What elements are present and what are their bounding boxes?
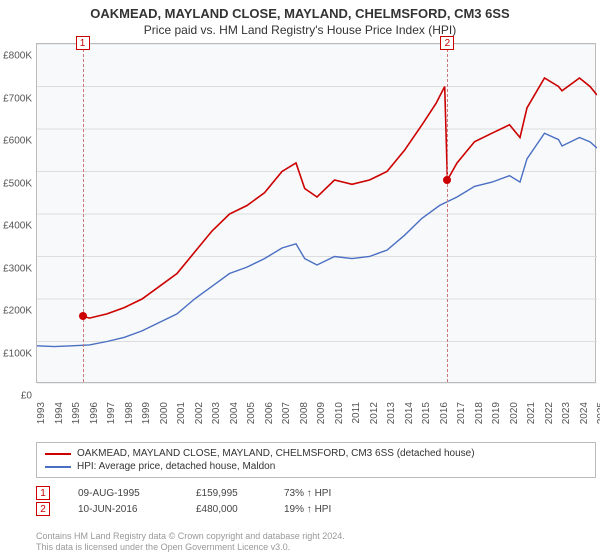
x-tick-label: 2004 <box>229 402 240 424</box>
attribution-line-2: This data is licensed under the Open Gov… <box>36 542 345 554</box>
y-axis: £0£100K£200K£300K£400K£500K£600K£700K£80… <box>0 56 34 396</box>
sales-row: 1 09-AUG-1995 £159,995 73% ↑ HPI <box>36 486 344 500</box>
y-tick-label: £700K <box>3 93 32 104</box>
x-tick-label: 2010 <box>334 402 345 424</box>
x-tick-label: 2014 <box>404 402 415 424</box>
x-tick-label: 2023 <box>561 402 572 424</box>
y-tick-label: £500K <box>3 178 32 189</box>
x-tick-label: 1996 <box>89 402 100 424</box>
x-tick-label: 2017 <box>456 402 467 424</box>
x-tick-label: 1998 <box>124 402 135 424</box>
legend-swatch-hpi <box>45 466 71 468</box>
x-tick-label: 2018 <box>474 402 485 424</box>
x-tick-label: 2002 <box>194 402 205 424</box>
sales-date: 10-JUN-2016 <box>78 504 168 515</box>
x-tick-label: 2016 <box>439 402 450 424</box>
x-tick-label: 2003 <box>211 402 222 424</box>
legend-label-hpi: HPI: Average price, detached house, Mald… <box>77 461 275 472</box>
attribution-line-1: Contains HM Land Registry data © Crown c… <box>36 531 345 543</box>
sale-dot-1 <box>79 312 87 320</box>
y-tick-label: £300K <box>3 263 32 274</box>
attribution: Contains HM Land Registry data © Crown c… <box>36 531 345 554</box>
legend: OAKMEAD, MAYLAND CLOSE, MAYLAND, CHELMSF… <box>36 442 596 478</box>
chart-subtitle: Price paid vs. HM Land Registry's House … <box>0 23 600 37</box>
x-tick-label: 1993 <box>36 402 47 424</box>
x-tick-label: 2006 <box>264 402 275 424</box>
sales-price: £159,995 <box>196 488 256 499</box>
x-tick-label: 2005 <box>246 402 257 424</box>
x-tick-label: 2020 <box>509 402 520 424</box>
x-tick-label: 2000 <box>159 402 170 424</box>
chart-title: OAKMEAD, MAYLAND CLOSE, MAYLAND, CHELMSF… <box>0 6 600 21</box>
x-tick-label: 2019 <box>491 402 502 424</box>
x-tick-label: 1995 <box>71 402 82 424</box>
legend-label-property: OAKMEAD, MAYLAND CLOSE, MAYLAND, CHELMSF… <box>77 448 475 459</box>
y-tick-label: £800K <box>3 51 32 62</box>
sales-price: £480,000 <box>196 504 256 515</box>
x-tick-label: 1994 <box>54 402 65 424</box>
sales-pct: 19% ↑ HPI <box>284 504 344 515</box>
y-tick-label: £400K <box>3 221 32 232</box>
x-tick-label: 1997 <box>106 402 117 424</box>
x-tick-label: 2024 <box>579 402 590 424</box>
x-tick-label: 2021 <box>526 402 537 424</box>
sale-marker-2: 2 <box>440 36 454 50</box>
y-tick-label: £600K <box>3 136 32 147</box>
x-tick-label: 2007 <box>281 402 292 424</box>
sales-row: 2 10-JUN-2016 £480,000 19% ↑ HPI <box>36 502 344 516</box>
sales-table: 1 09-AUG-1995 £159,995 73% ↑ HPI 2 10-JUN-201… <box>36 484 344 518</box>
x-tick-label: 2008 <box>299 402 310 424</box>
sale-dot-2 <box>443 176 451 184</box>
legend-swatch-property <box>45 453 71 455</box>
sale-marker-1: 1 <box>76 36 90 50</box>
x-tick-label: 2009 <box>316 402 327 424</box>
x-tick-label: 2015 <box>421 402 432 424</box>
sales-marker: 2 <box>36 502 50 516</box>
x-tick-label: 2022 <box>544 402 555 424</box>
vref-line <box>83 44 84 382</box>
vref-line <box>447 44 448 382</box>
chart-plot-area: 12 <box>36 43 596 383</box>
y-tick-label: £0 <box>21 391 32 402</box>
x-tick-label: 2001 <box>176 402 187 424</box>
sales-date: 09-AUG-1995 <box>78 488 168 499</box>
x-tick-label: 1999 <box>141 402 152 424</box>
x-tick-label: 2013 <box>386 402 397 424</box>
x-tick-label: 2011 <box>351 402 362 424</box>
x-tick-label: 2025 <box>596 402 600 424</box>
sales-pct: 73% ↑ HPI <box>284 488 344 499</box>
x-tick-label: 2012 <box>369 402 380 424</box>
y-tick-label: £100K <box>3 348 32 359</box>
legend-item-property: OAKMEAD, MAYLAND CLOSE, MAYLAND, CHELMSF… <box>45 447 587 460</box>
sales-marker: 1 <box>36 486 50 500</box>
y-tick-label: £200K <box>3 306 32 317</box>
legend-item-hpi: HPI: Average price, detached house, Mald… <box>45 460 587 473</box>
